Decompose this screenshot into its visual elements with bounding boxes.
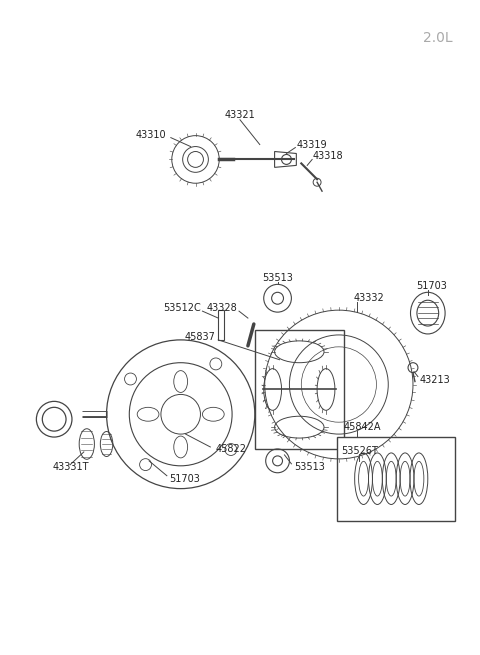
Text: 45822: 45822 (216, 444, 246, 454)
Text: 43310: 43310 (135, 130, 166, 140)
Bar (337, 437, 456, 521)
Text: 43331T: 43331T (52, 462, 89, 472)
Text: 45842A: 45842A (344, 422, 381, 432)
Text: 43319: 43319 (296, 140, 327, 149)
Text: 2.0L: 2.0L (423, 31, 453, 45)
Text: 43213: 43213 (420, 375, 451, 384)
Text: 43332: 43332 (354, 293, 384, 303)
Text: 51703: 51703 (169, 474, 200, 483)
Text: 53513: 53513 (294, 462, 325, 472)
Bar (218, 310, 224, 340)
Bar (255, 330, 344, 449)
Text: 43328: 43328 (206, 303, 237, 313)
Text: 53526T: 53526T (341, 446, 378, 456)
Text: 45837: 45837 (184, 332, 216, 342)
Text: 53512C: 53512C (163, 303, 201, 313)
Text: 51703: 51703 (416, 282, 447, 291)
Text: 53513: 53513 (262, 273, 293, 284)
Text: 43321: 43321 (225, 110, 255, 120)
Text: 43318: 43318 (312, 151, 343, 162)
